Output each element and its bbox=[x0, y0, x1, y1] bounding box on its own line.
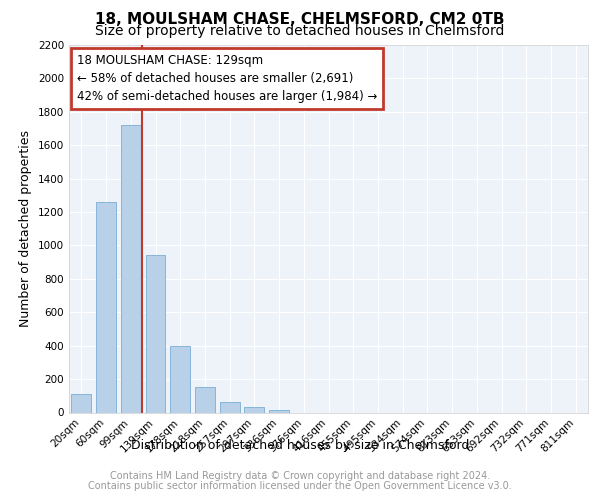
Text: Distribution of detached houses by size in Chelmsford: Distribution of detached houses by size … bbox=[131, 440, 469, 452]
Text: 18, MOULSHAM CHASE, CHELMSFORD, CM2 0TB: 18, MOULSHAM CHASE, CHELMSFORD, CM2 0TB bbox=[95, 12, 505, 28]
Bar bbox=[121, 125, 140, 412]
Bar bbox=[269, 410, 289, 412]
Text: 18 MOULSHAM CHASE: 129sqm
← 58% of detached houses are smaller (2,691)
42% of se: 18 MOULSHAM CHASE: 129sqm ← 58% of detac… bbox=[77, 54, 377, 103]
Bar bbox=[146, 256, 166, 412]
Bar bbox=[244, 406, 264, 412]
Y-axis label: Number of detached properties: Number of detached properties bbox=[19, 130, 32, 327]
Text: Contains public sector information licensed under the Open Government Licence v3: Contains public sector information licen… bbox=[88, 481, 512, 491]
Bar bbox=[170, 346, 190, 412]
Bar bbox=[220, 402, 239, 412]
Text: Size of property relative to detached houses in Chelmsford: Size of property relative to detached ho… bbox=[95, 24, 505, 38]
Text: Contains HM Land Registry data © Crown copyright and database right 2024.: Contains HM Land Registry data © Crown c… bbox=[110, 471, 490, 481]
Bar bbox=[195, 388, 215, 412]
Bar bbox=[71, 394, 91, 412]
Bar bbox=[96, 202, 116, 412]
